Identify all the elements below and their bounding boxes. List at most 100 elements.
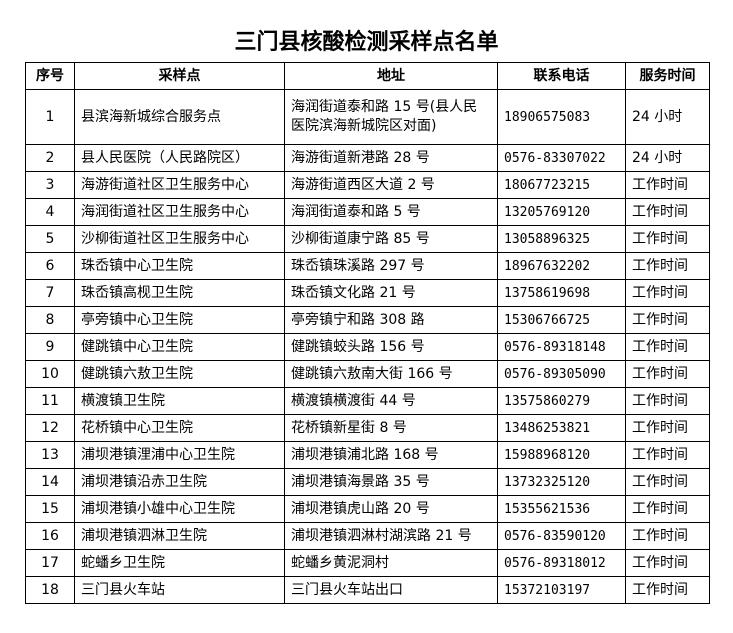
- cell-site: 健跳镇中心卫生院: [74, 333, 285, 361]
- cell-site: 浦坝港镇小雄中心卫生院: [74, 495, 285, 523]
- cell-address: 浦坝港镇浦北路 168 号: [284, 441, 498, 469]
- cell-index: 14: [25, 468, 75, 496]
- cell-address: 浦坝港镇海景路 35 号: [284, 468, 498, 496]
- cell-address: 珠岙镇文化路 21 号: [284, 279, 498, 307]
- cell-index: 17: [25, 549, 75, 577]
- cell-site: 蛇蟠乡卫生院: [74, 549, 285, 577]
- cell-index: 12: [25, 414, 75, 442]
- cell-address: 海润街道泰和路 15 号(县人民医院滨海新城院区对面): [284, 89, 498, 145]
- cell-phone: 13758619698: [497, 279, 626, 307]
- cell-index: 2: [25, 144, 75, 172]
- cell-index: 10: [25, 360, 75, 388]
- cell-hours: 工作时间: [625, 468, 710, 496]
- table-row: 17 蛇蟠乡卫生院 蛇蟠乡黄泥洞村 0576-89318012 工作时间: [25, 549, 710, 577]
- cell-address: 浦坝港镇虎山路 20 号: [284, 495, 498, 523]
- cell-hours: 工作时间: [625, 495, 710, 523]
- cell-hours: 工作时间: [625, 306, 710, 334]
- cell-phone: 0576-89305090: [497, 360, 626, 388]
- table-row: 5 沙柳街道社区卫生服务中心 沙柳街道康宁路 85 号 13058896325 工作时间: [25, 225, 710, 253]
- table-row: 14 浦坝港镇沿赤卫生院 浦坝港镇海景路 35 号 13732325120 工作时间: [25, 468, 710, 496]
- cell-site: 沙柳街道社区卫生服务中心: [74, 225, 285, 253]
- cell-hours: 工作时间: [625, 360, 710, 388]
- cell-hours: 工作时间: [625, 333, 710, 361]
- table-row: 6 珠岙镇中心卫生院 珠岙镇珠溪路 297 号 18967632202 工作时间: [25, 252, 710, 280]
- cell-site: 海润街道社区卫生服务中心: [74, 198, 285, 226]
- cell-phone: 13575860279: [497, 387, 626, 415]
- cell-site: 健跳镇六敖卫生院: [74, 360, 285, 388]
- cell-site: 海游街道社区卫生服务中心: [74, 171, 285, 199]
- cell-hours: 工作时间: [625, 279, 710, 307]
- cell-phone: 13486253821: [497, 414, 626, 442]
- cell-index: 4: [25, 198, 75, 226]
- cell-site: 三门县火车站: [74, 576, 285, 604]
- table-row: 11 横渡镇卫生院 横渡镇横渡街 44 号 13575860279 工作时间: [25, 387, 710, 415]
- cell-address: 健跳镇六敖南大街 166 号: [284, 360, 498, 388]
- cell-hours: 24 小时: [625, 89, 710, 145]
- cell-site: 珠岙镇中心卫生院: [74, 252, 285, 280]
- cell-hours: 工作时间: [625, 522, 710, 550]
- cell-phone: 13205769120: [497, 198, 626, 226]
- cell-address: 珠岙镇珠溪路 297 号: [284, 252, 498, 280]
- header-site: 采样点: [74, 62, 285, 90]
- cell-site: 花桥镇中心卫生院: [74, 414, 285, 442]
- cell-index: 1: [25, 89, 75, 145]
- table-row: 8 亭旁镇中心卫生院 亭旁镇宁和路 308 路 15306766725 工作时间: [25, 306, 710, 334]
- table-row: 13 浦坝港镇浬浦中心卫生院 浦坝港镇浦北路 168 号 15988968120 工作时…: [25, 441, 710, 469]
- header-phone: 联系电话: [497, 62, 626, 90]
- cell-phone: 0576-89318148: [497, 333, 626, 361]
- cell-hours: 24 小时: [625, 144, 710, 172]
- table-row: 1 县滨海新城综合服务点 海润街道泰和路 15 号(县人民医院滨海新城院区对面) 18…: [25, 89, 710, 145]
- cell-hours: 工作时间: [625, 387, 710, 415]
- cell-phone: 18067723215: [497, 171, 626, 199]
- cell-index: 18: [25, 576, 75, 604]
- cell-hours: 工作时间: [625, 198, 710, 226]
- cell-address: 三门县火车站出口: [284, 576, 498, 604]
- table-row: 3 海游街道社区卫生服务中心 海游街道西区大道 2 号 18067723215 工作时间: [25, 171, 710, 199]
- cell-hours: 工作时间: [625, 252, 710, 280]
- cell-site: 浦坝港镇浬浦中心卫生院: [74, 441, 285, 469]
- cell-hours: 工作时间: [625, 549, 710, 577]
- cell-address: 健跳镇蛟头路 156 号: [284, 333, 498, 361]
- header-hours: 服务时间: [625, 62, 710, 90]
- table-row: 12 花桥镇中心卫生院 花桥镇新星街 8 号 13486253821 工作时间: [25, 414, 710, 442]
- cell-site: 浦坝港镇沿赤卫生院: [74, 468, 285, 496]
- cell-phone: 13732325120: [497, 468, 626, 496]
- cell-address: 蛇蟠乡黄泥洞村: [284, 549, 498, 577]
- cell-site: 县人民医院（人民路院区）: [74, 144, 285, 172]
- cell-phone: 15306766725: [497, 306, 626, 334]
- cell-hours: 工作时间: [625, 171, 710, 199]
- cell-site: 横渡镇卫生院: [74, 387, 285, 415]
- cell-phone: 15355621536: [497, 495, 626, 523]
- table-row: 18 三门县火车站 三门县火车站出口 15372103197 工作时间: [25, 576, 710, 604]
- cell-address: 花桥镇新星街 8 号: [284, 414, 498, 442]
- cell-hours: 工作时间: [625, 576, 710, 604]
- cell-phone: 18967632202: [497, 252, 626, 280]
- cell-index: 15: [25, 495, 75, 523]
- cell-phone: 15372103197: [497, 576, 626, 604]
- cell-index: 6: [25, 252, 75, 280]
- cell-phone: 0576-89318012: [497, 549, 626, 577]
- cell-address: 浦坝港镇泗淋村湖滨路 21 号: [284, 522, 498, 550]
- cell-hours: 工作时间: [625, 441, 710, 469]
- table-row: 10 健跳镇六敖卫生院 健跳镇六敖南大街 166 号 0576-89305090 工作时…: [25, 360, 710, 388]
- cell-index: 5: [25, 225, 75, 253]
- cell-index: 8: [25, 306, 75, 334]
- table-row: 7 珠岙镇高枧卫生院 珠岙镇文化路 21 号 13758619698 工作时间: [25, 279, 710, 307]
- cell-hours: 工作时间: [625, 414, 710, 442]
- cell-address: 海游街道西区大道 2 号: [284, 171, 498, 199]
- cell-index: 13: [25, 441, 75, 469]
- cell-index: 11: [25, 387, 75, 415]
- cell-index: 9: [25, 333, 75, 361]
- header-address: 地址: [284, 62, 498, 90]
- cell-phone: 13058896325: [497, 225, 626, 253]
- sampling-sites-table: 序号 采样点 地址 联系电话 服务时间 1 县滨海新城综合服务点 海润街道泰和路 1…: [25, 62, 710, 604]
- cell-address: 沙柳街道康宁路 85 号: [284, 225, 498, 253]
- cell-site: 亭旁镇中心卫生院: [74, 306, 285, 334]
- cell-phone: 0576-83590120: [497, 522, 626, 550]
- cell-site: 县滨海新城综合服务点: [74, 89, 285, 145]
- cell-phone: 15988968120: [497, 441, 626, 469]
- page-title: 三门县核酸检测采样点名单: [234, 29, 499, 55]
- table-row: 2 县人民医院（人民路院区） 海游街道新港路 28 号 0576-83307022 24…: [25, 144, 710, 172]
- cell-phone: 0576-83307022: [497, 144, 626, 172]
- cell-phone: 18906575083: [497, 89, 626, 145]
